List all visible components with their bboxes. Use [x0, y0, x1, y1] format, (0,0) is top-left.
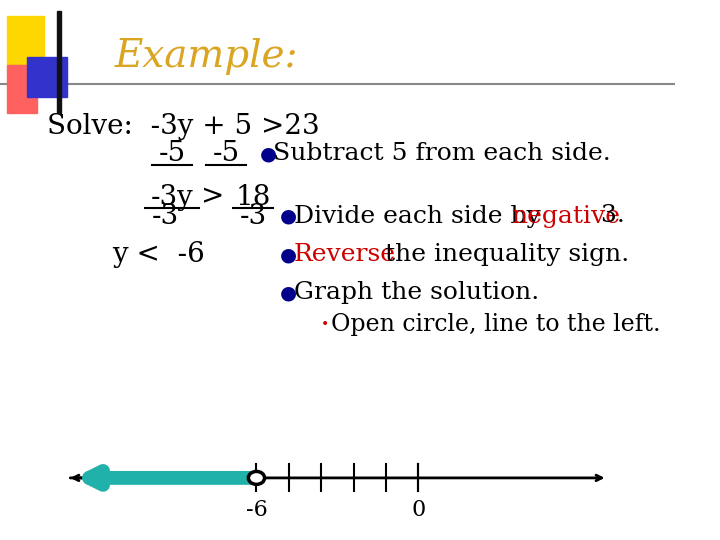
Text: ●: ●	[280, 283, 297, 302]
Circle shape	[248, 471, 264, 484]
Text: Divide each side by: Divide each side by	[294, 205, 549, 227]
Bar	[27, 57, 68, 97]
Text: Open circle, line to the left.: Open circle, line to the left.	[330, 313, 660, 335]
Text: 0: 0	[411, 500, 426, 521]
Text: 3.: 3.	[593, 205, 624, 227]
Text: Solve:  -3y + 5 >23: Solve: -3y + 5 >23	[48, 113, 320, 140]
Text: the inequality sign.: the inequality sign.	[377, 244, 629, 266]
Text: 18: 18	[235, 184, 271, 211]
Text: Graph the solution.: Graph the solution.	[294, 281, 539, 304]
Text: -5: -5	[212, 140, 240, 167]
Bar	[58, 11, 61, 113]
Text: -3: -3	[152, 202, 179, 230]
Text: -3: -3	[240, 202, 266, 230]
Text: ●: ●	[280, 245, 297, 265]
Text: •: •	[320, 317, 329, 331]
Bar	[6, 16, 44, 65]
Text: ●: ●	[260, 144, 277, 164]
Text: ●: ●	[280, 206, 297, 226]
Text: -6: -6	[246, 500, 267, 521]
Text: -3y: -3y	[150, 184, 194, 211]
Text: Subtract 5 from each side.: Subtract 5 from each side.	[274, 143, 611, 165]
Bar	[6, 65, 37, 113]
Text: >: >	[201, 184, 225, 211]
Text: -5: -5	[158, 140, 186, 167]
Text: negative: negative	[511, 205, 620, 227]
Text: y <  -6: y < -6	[112, 241, 205, 268]
Text: Example:: Example:	[114, 38, 298, 75]
Text: Reverse: Reverse	[294, 244, 395, 266]
